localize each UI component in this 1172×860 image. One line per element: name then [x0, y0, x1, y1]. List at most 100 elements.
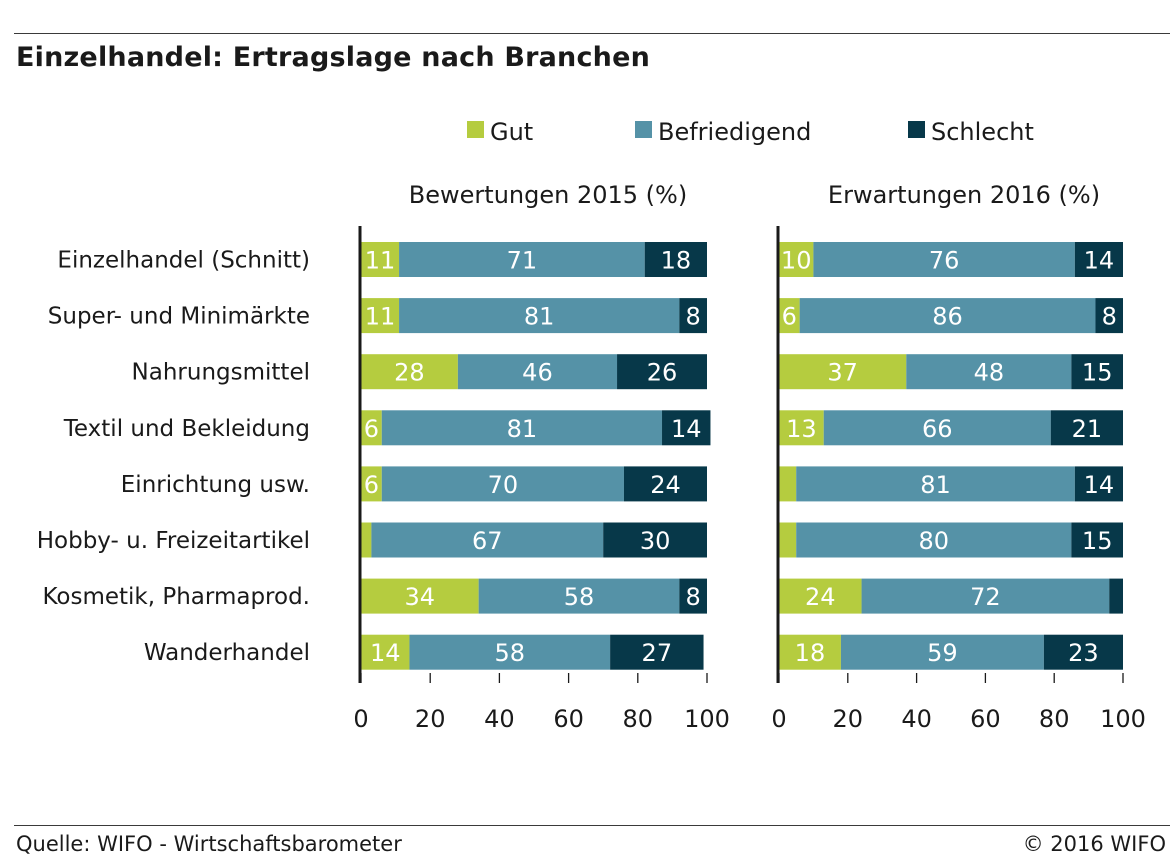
- category-label: Nahrungsmittel: [132, 360, 310, 386]
- category-label: Einrichtung usw.: [121, 472, 310, 498]
- data-label: 27: [642, 639, 673, 667]
- bar-schlecht: [603, 522, 707, 558]
- bar-gut: [779, 578, 862, 614]
- x-tick-label: 0: [771, 705, 786, 733]
- bar-gut: [361, 466, 382, 502]
- copyright-note: © 2016 WIFO: [1022, 832, 1166, 856]
- category-label: Hobby- u. Freizeitartikel: [37, 528, 310, 554]
- bar-befriedigend: [457, 354, 618, 390]
- data-label: 15: [1082, 527, 1113, 555]
- x-tick-label: 80: [623, 705, 654, 733]
- data-label: 81: [507, 415, 538, 443]
- data-label: 24: [650, 471, 681, 499]
- bar-befriedigend: [371, 522, 604, 558]
- bar-befriedigend: [409, 634, 611, 670]
- bar-befriedigend: [478, 578, 680, 614]
- data-label: 86: [932, 303, 963, 331]
- bar-befriedigend: [381, 466, 624, 502]
- category-label: Kosmetik, Pharmaprod.: [42, 584, 310, 610]
- data-label: 70: [488, 471, 519, 499]
- bar-gut: [779, 298, 800, 334]
- data-label: 8: [1102, 303, 1117, 331]
- data-label: 18: [795, 639, 826, 667]
- data-label: 26: [647, 359, 678, 387]
- data-label: 6: [782, 303, 797, 331]
- bar-befriedigend: [799, 298, 1096, 334]
- chart-title: Einzelhandel: Ertragslage nach Branchen: [16, 42, 651, 73]
- panel-title: Erwartungen 2016 (%): [828, 181, 1100, 209]
- legend-label-befriedigend: Befriedigend: [658, 118, 811, 146]
- bar-gut: [361, 242, 400, 277]
- data-label: 24: [805, 583, 836, 611]
- bar-befriedigend: [796, 466, 1075, 502]
- data-label: 76: [929, 247, 960, 275]
- data-label: 71: [507, 247, 538, 275]
- bar-schlecht: [662, 410, 711, 446]
- x-tick-label: 20: [415, 705, 446, 733]
- bar-gut: [361, 578, 479, 614]
- x-tick-label: 20: [833, 705, 864, 733]
- bar-schlecht: [1095, 298, 1123, 334]
- data-label: 14: [1084, 247, 1115, 275]
- data-label: 13: [786, 415, 817, 443]
- bar-gut: [779, 354, 907, 390]
- bar-schlecht: [1074, 242, 1123, 277]
- data-label: 14: [1084, 471, 1115, 499]
- bar-gut: [779, 522, 797, 558]
- data-label: 80: [919, 527, 950, 555]
- x-tick-label: 80: [1039, 705, 1070, 733]
- legend-swatch-befriedigend: [635, 121, 652, 138]
- bar-schlecht: [1071, 354, 1123, 390]
- bar-schlecht: [1074, 466, 1123, 502]
- panel-title: Bewertungen 2015 (%): [409, 181, 687, 209]
- data-label: 14: [370, 639, 401, 667]
- bar-befriedigend: [823, 410, 1051, 446]
- data-label: 8: [686, 583, 701, 611]
- bar-gut: [361, 298, 400, 334]
- bar-befriedigend: [381, 410, 663, 446]
- bar-gut: [361, 522, 372, 558]
- data-label: 37: [827, 359, 858, 387]
- legend-swatch-gut: [467, 121, 484, 138]
- bar-gut: [779, 634, 841, 670]
- x-tick-label: 0: [353, 705, 368, 733]
- bar-schlecht: [623, 466, 707, 502]
- x-tick-label: 60: [553, 705, 584, 733]
- bottom-rule: [14, 825, 1170, 826]
- bar-gut: [361, 410, 382, 446]
- bar-schlecht: [679, 578, 707, 614]
- legend-label-schlecht: Schlecht: [931, 118, 1034, 146]
- data-label: 48: [974, 359, 1005, 387]
- data-label: 6: [364, 415, 379, 443]
- x-tick-label: 40: [901, 705, 932, 733]
- x-tick-label: 40: [484, 705, 515, 733]
- data-label: 23: [1068, 639, 1099, 667]
- bar-gut: [779, 466, 797, 502]
- bar-befriedigend: [813, 242, 1075, 277]
- bar-befriedigend: [840, 634, 1044, 670]
- bar-schlecht: [1043, 634, 1123, 670]
- data-label: 81: [524, 303, 555, 331]
- bar-schlecht: [1109, 578, 1123, 614]
- x-tick-label: 60: [970, 705, 1001, 733]
- bar-schlecht: [1071, 522, 1123, 558]
- bar-gut: [779, 242, 814, 277]
- legend-label-gut: Gut: [490, 118, 533, 146]
- x-tick-label: 100: [1100, 705, 1146, 733]
- bar-befriedigend: [399, 242, 645, 277]
- data-label: 18: [661, 247, 692, 275]
- data-label: 66: [922, 415, 953, 443]
- bar-schlecht: [1050, 410, 1123, 446]
- bar-gut: [361, 354, 458, 390]
- data-label: 46: [522, 359, 553, 387]
- bar-befriedigend: [796, 522, 1072, 558]
- bar-schlecht: [610, 634, 704, 670]
- legend-swatch-schlecht: [908, 121, 925, 138]
- data-label: 59: [927, 639, 958, 667]
- data-label: 28: [394, 359, 425, 387]
- data-label: 30: [640, 527, 671, 555]
- data-label: 72: [970, 583, 1001, 611]
- x-tick-label: 100: [684, 705, 730, 733]
- category-label: Einzelhandel (Schnitt): [57, 248, 310, 274]
- category-label: Textil und Bekleidung: [63, 416, 310, 442]
